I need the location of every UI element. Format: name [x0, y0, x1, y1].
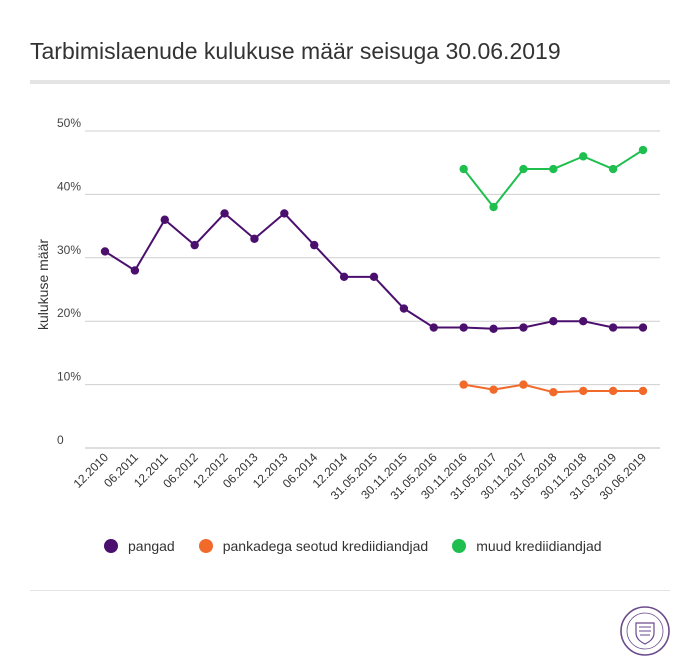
data-point	[638, 323, 648, 332]
data-point	[638, 386, 648, 396]
data-point	[608, 386, 618, 396]
data-point	[638, 145, 648, 155]
data-point	[579, 152, 588, 161]
y-tick-label: 30%	[57, 243, 81, 257]
data-point	[608, 323, 618, 332]
data-point	[489, 324, 498, 334]
legend-marker-icon	[104, 539, 118, 553]
data-point	[459, 323, 468, 332]
y-tick-label: 20%	[57, 306, 81, 320]
legend-item-pankadega-seotud[interactable]: pankadega seotud krediidiandjad	[198, 538, 429, 554]
chart-title: Tarbimislaenude kulukuse määr seisuga 30…	[30, 38, 561, 64]
y-tick-label: 10%	[57, 370, 81, 384]
data-point	[549, 388, 558, 397]
data-point	[459, 380, 468, 389]
data-point	[519, 380, 528, 389]
title-divider	[30, 80, 670, 84]
data-point	[579, 317, 588, 326]
data-point	[399, 304, 409, 313]
data-point	[310, 240, 319, 250]
series-line	[462, 149, 644, 209]
legend-label: pankadega seotud krediidiandjad	[222, 538, 429, 554]
legend-marker-icon	[452, 539, 467, 553]
data-point	[130, 266, 140, 275]
legend-item-muud[interactable]: muud krediidiandjad	[452, 538, 602, 554]
data-point	[100, 247, 110, 256]
legend-marker-icon	[198, 539, 213, 553]
y-tick-label: 40%	[57, 179, 81, 193]
data-point	[579, 386, 588, 396]
data-point	[519, 164, 528, 174]
legend-item-pangad[interactable]: pangad	[104, 538, 175, 554]
legend-label: muud krediidiandjad	[476, 538, 602, 554]
footer-divider	[30, 590, 670, 591]
data-point	[250, 234, 259, 243]
data-point	[549, 317, 558, 326]
data-point	[280, 209, 289, 218]
institution-seal-icon	[620, 606, 670, 656]
data-point	[549, 164, 558, 174]
data-point	[190, 240, 199, 250]
data-point	[489, 202, 498, 212]
data-point	[519, 323, 528, 332]
legend: pangad pankadega seotud krediidiandjad m…	[104, 538, 626, 554]
series-line	[104, 212, 643, 330]
data-point	[608, 164, 618, 174]
data-point	[489, 385, 498, 394]
data-point	[459, 164, 468, 174]
data-point	[220, 209, 229, 218]
legend-label: pangad	[128, 538, 175, 554]
data-point	[429, 323, 438, 332]
data-point	[160, 215, 169, 224]
y-tick-label: 50%	[57, 116, 81, 130]
data-point	[369, 272, 379, 282]
y-axis-label: kulukuse määr	[35, 239, 51, 330]
y-tick-label: 0	[57, 433, 64, 447]
data-point	[339, 272, 349, 282]
